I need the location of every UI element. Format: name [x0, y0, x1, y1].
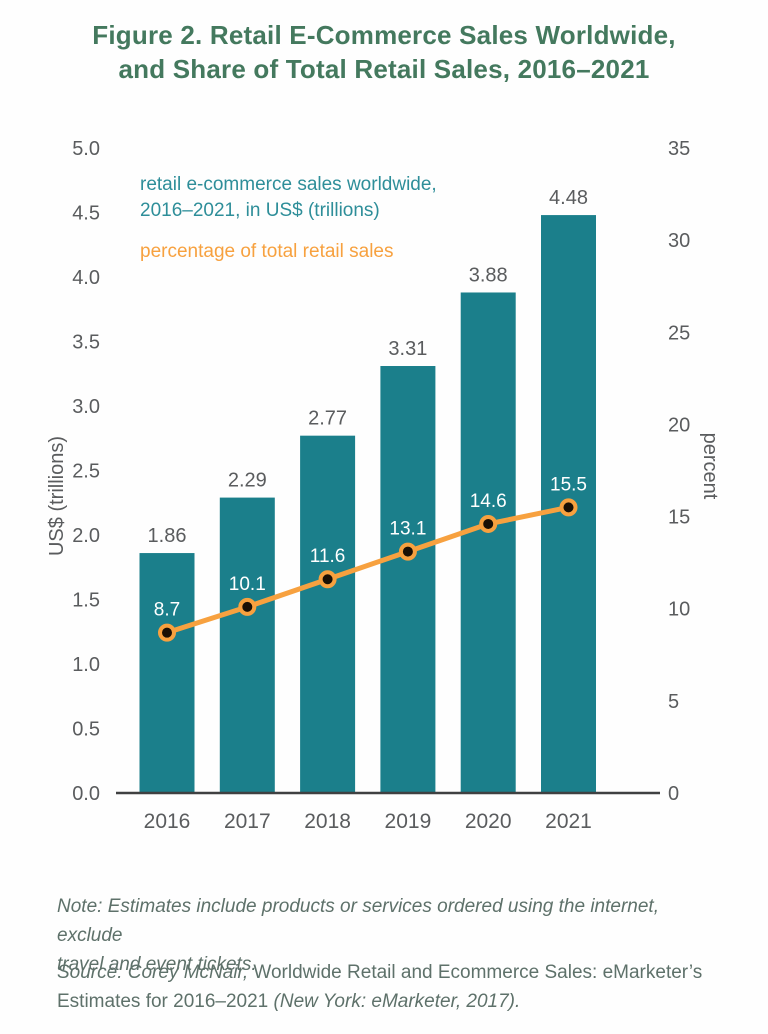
left-axis-tick-label: 4.5	[72, 203, 100, 225]
left-axis-tick-label: 2.5	[72, 461, 100, 483]
bar-2019	[380, 366, 436, 793]
right-axis-tick-label: 20	[668, 414, 690, 436]
bar-value-label: 3.88	[469, 264, 508, 286]
year-label: 2021	[545, 810, 592, 833]
line-point-2021	[559, 498, 578, 517]
note-line1: Note: Estimates include products or serv…	[57, 896, 659, 946]
line-point-2016	[158, 623, 176, 642]
left-axis-tick-label: 5.0	[72, 138, 100, 160]
note-line2: travel and event tickets.	[57, 954, 257, 975]
source-publisher: (New York: eMarketer, 2017).	[273, 991, 521, 1012]
percent-value-label: 14.6	[470, 491, 507, 512]
bar-value-label: 2.29	[228, 470, 267, 492]
source-work-title: Worldwide Retail and Ecommerce Sales: eM…	[248, 962, 703, 983]
line-point-2018	[318, 570, 337, 589]
bar-value-label: 4.48	[549, 187, 588, 209]
right-axis-tick-label: 5	[668, 691, 679, 713]
year-label: 2017	[224, 810, 271, 833]
left-axis-tick-label: 2.0	[72, 525, 100, 547]
right-axis-tick-label: 10	[668, 599, 690, 621]
legend-bar-series-line2: 2016–2021, in US$ (trillions)	[140, 200, 380, 221]
left-axis-tick-label: 3.0	[72, 396, 100, 418]
year-label: 2018	[304, 810, 351, 833]
bar-2016	[139, 553, 195, 793]
figure-title-line2: and Share of Total Retail Sales, 2016–20…	[118, 54, 650, 84]
year-label: 2019	[385, 810, 432, 833]
note-text: Note: Estimates include products or serv…	[57, 892, 717, 979]
right-axis-tick-label: 25	[668, 322, 690, 344]
percent-value-label: 10.1	[229, 574, 266, 595]
right-axis-title: percent	[699, 432, 721, 500]
left-axis-title: US$ (trillions)	[46, 435, 68, 557]
bar-value-label: 2.77	[308, 408, 347, 430]
left-axis-tick-label: 4.0	[72, 267, 100, 289]
right-axis-tick-label: 15	[668, 507, 690, 529]
percent-value-label: 13.1	[389, 519, 426, 540]
bar-2018	[300, 435, 356, 793]
year-label: 2016	[144, 810, 191, 833]
percent-value-label: 11.6	[310, 546, 346, 567]
percent-value-label: 15.5	[550, 474, 587, 495]
bar-value-label: 1.86	[148, 525, 187, 547]
bar-2017	[219, 497, 275, 793]
right-axis-tick-label: 0	[668, 783, 679, 805]
left-axis-tick-label: 0.0	[72, 783, 100, 805]
line-point-2019	[398, 542, 417, 561]
right-axis-tick-label: 35	[668, 138, 690, 160]
source-text: Source: Corey McNair, Worldwide Retail a…	[57, 958, 717, 1016]
legend-bar-series-line1: retail e-commerce sales worldwide,	[140, 174, 437, 195]
line-point-2017	[238, 597, 257, 616]
bar-value-label: 3.31	[388, 338, 427, 360]
figure-title-line1: Figure 2. Retail E-Commerce Sales Worldw…	[92, 20, 676, 50]
left-axis-tick-label: 1.0	[72, 654, 100, 676]
percent-value-label: 8.7	[154, 600, 180, 621]
left-axis-tick-label: 3.5	[72, 332, 100, 354]
right-axis-tick-label: 30	[668, 230, 690, 252]
source-estimates: Estimates for 2016–2021	[57, 991, 274, 1012]
legend-line-series-label: percentage of total retail sales	[140, 241, 394, 262]
source-author: Source: Corey McNair,	[57, 962, 249, 983]
legend-bar-series-label: retail e-commerce sales worldwide, 2016–…	[140, 172, 437, 224]
bar-2020	[460, 292, 516, 793]
left-axis-tick-label: 0.5	[72, 719, 100, 741]
left-axis-tick-label: 1.5	[72, 590, 100, 612]
line-point-2020	[479, 514, 498, 533]
percent-trend-line	[164, 504, 571, 636]
figure-title: Figure 2. Retail E-Commerce Sales Worldw…	[0, 18, 768, 86]
year-label: 2020	[465, 810, 512, 833]
